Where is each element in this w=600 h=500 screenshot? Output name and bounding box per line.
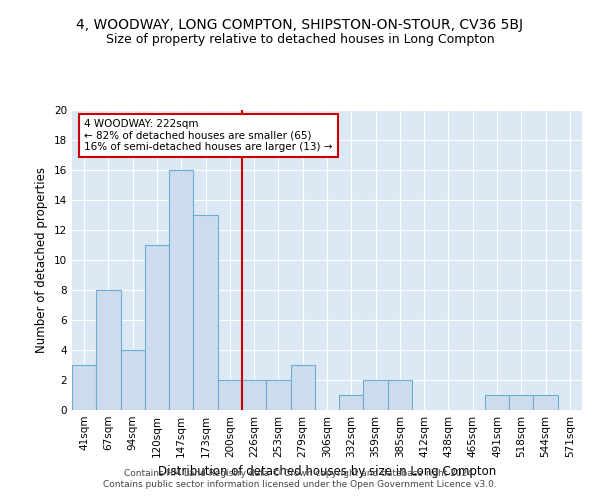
Bar <box>72 365 96 410</box>
Bar <box>388 380 412 410</box>
Text: Size of property relative to detached houses in Long Compton: Size of property relative to detached ho… <box>106 32 494 46</box>
Bar <box>242 380 266 410</box>
Text: 4 WOODWAY: 222sqm
← 82% of detached houses are smaller (65)
16% of semi-detached: 4 WOODWAY: 222sqm ← 82% of detached hous… <box>85 119 333 152</box>
Text: Contains HM Land Registry data © Crown copyright and database right 2024.: Contains HM Land Registry data © Crown c… <box>124 468 476 477</box>
Bar <box>266 380 290 410</box>
Bar <box>485 395 509 410</box>
Bar <box>533 395 558 410</box>
Bar <box>145 245 169 410</box>
Bar <box>509 395 533 410</box>
Bar <box>364 380 388 410</box>
Bar <box>290 365 315 410</box>
Text: Contains public sector information licensed under the Open Government Licence v3: Contains public sector information licen… <box>103 480 497 489</box>
Bar <box>193 215 218 410</box>
X-axis label: Distribution of detached houses by size in Long Compton: Distribution of detached houses by size … <box>158 466 496 478</box>
Y-axis label: Number of detached properties: Number of detached properties <box>35 167 49 353</box>
Text: 4, WOODWAY, LONG COMPTON, SHIPSTON-ON-STOUR, CV36 5BJ: 4, WOODWAY, LONG COMPTON, SHIPSTON-ON-ST… <box>77 18 523 32</box>
Bar <box>169 170 193 410</box>
Bar <box>339 395 364 410</box>
Bar <box>218 380 242 410</box>
Bar <box>96 290 121 410</box>
Bar <box>121 350 145 410</box>
